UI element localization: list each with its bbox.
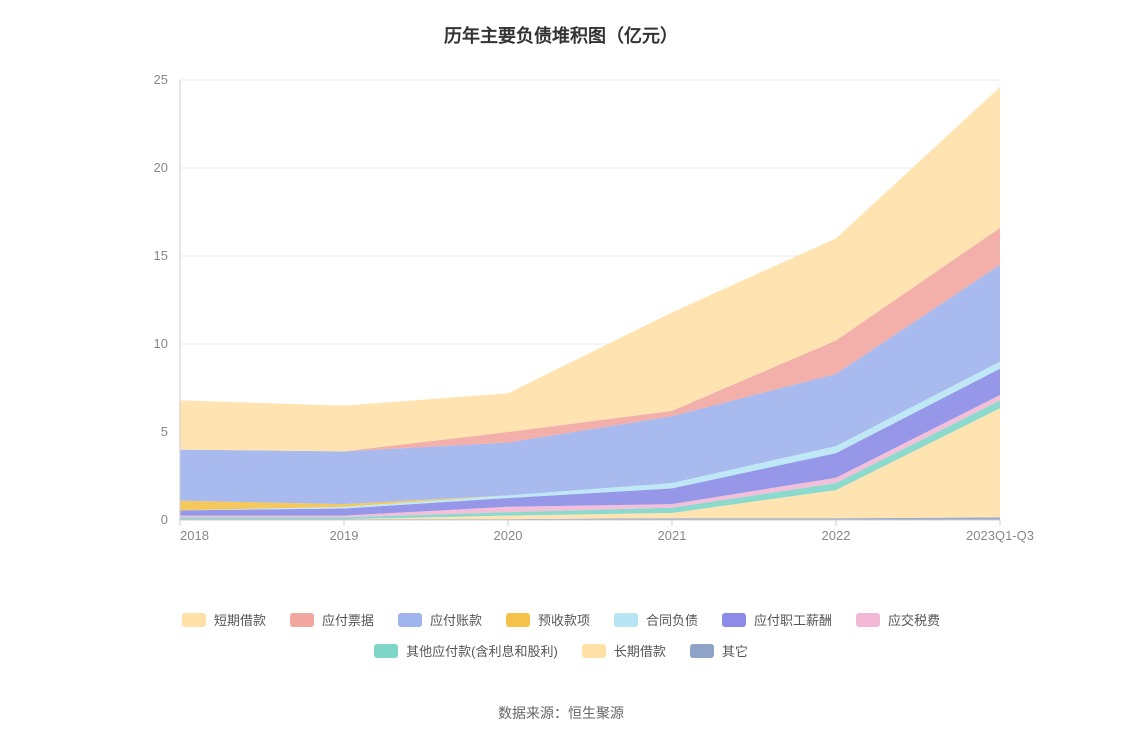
stacked-area-svg: 0510152025201820192020202120222023Q1-Q3: [180, 80, 1000, 520]
legend-label: 合同负债: [646, 610, 698, 629]
legend-item[interactable]: 其他应付款(含利息和股利): [374, 641, 558, 660]
legend-label: 其他应付款(含利息和股利): [406, 641, 558, 660]
svg-text:20: 20: [154, 160, 168, 175]
svg-text:5: 5: [161, 424, 168, 439]
legend-label: 应交税费: [888, 610, 940, 629]
legend-swatch: [182, 613, 206, 627]
legend-label: 应付账款: [430, 610, 482, 629]
legend-item[interactable]: 预收款项: [506, 610, 590, 629]
legend-label: 预收款项: [538, 610, 590, 629]
legend-item[interactable]: 应交税费: [856, 610, 940, 629]
svg-text:2021: 2021: [658, 528, 687, 543]
legend-swatch: [506, 613, 530, 627]
legend-label: 短期借款: [214, 610, 266, 629]
legend-swatch: [690, 644, 714, 658]
legend-swatch: [856, 613, 880, 627]
legend-item[interactable]: 短期借款: [182, 610, 266, 629]
legend: 短期借款 应付票据 应付账款 预收款项 合同负债 应付职工薪酬 应交税费其他应付款(含利息和…: [0, 610, 1122, 660]
svg-text:15: 15: [154, 248, 168, 263]
data-source-label: 数据来源：恒生聚源: [0, 703, 1122, 723]
svg-text:10: 10: [154, 336, 168, 351]
svg-text:2022: 2022: [822, 528, 851, 543]
svg-text:2019: 2019: [330, 528, 359, 543]
legend-label: 应付票据: [322, 610, 374, 629]
plot-area: 0510152025201820192020202120222023Q1-Q3: [180, 80, 1000, 520]
legend-item[interactable]: 合同负债: [614, 610, 698, 629]
svg-text:0: 0: [161, 512, 168, 527]
legend-swatch: [290, 613, 314, 627]
svg-text:25: 25: [154, 72, 168, 87]
legend-item[interactable]: 其它: [690, 641, 748, 660]
legend-swatch: [582, 644, 606, 658]
svg-text:2023Q1-Q3: 2023Q1-Q3: [966, 528, 1034, 543]
svg-text:2018: 2018: [180, 528, 209, 543]
chart-title: 历年主要负债堆积图（亿元）: [0, 0, 1122, 48]
legend-item[interactable]: 长期借款: [582, 641, 666, 660]
chart-container: 历年主要负债堆积图（亿元） 05101520252018201920202021…: [0, 0, 1122, 745]
svg-text:2020: 2020: [494, 528, 523, 543]
legend-label: 应付职工薪酬: [754, 610, 832, 629]
legend-swatch: [722, 613, 746, 627]
legend-label: 其它: [722, 641, 748, 660]
legend-swatch: [398, 613, 422, 627]
legend-label: 长期借款: [614, 641, 666, 660]
legend-item[interactable]: 应付职工薪酬: [722, 610, 832, 629]
legend-item[interactable]: 应付账款: [398, 610, 482, 629]
legend-item[interactable]: 应付票据: [290, 610, 374, 629]
legend-swatch: [374, 644, 398, 658]
legend-swatch: [614, 613, 638, 627]
